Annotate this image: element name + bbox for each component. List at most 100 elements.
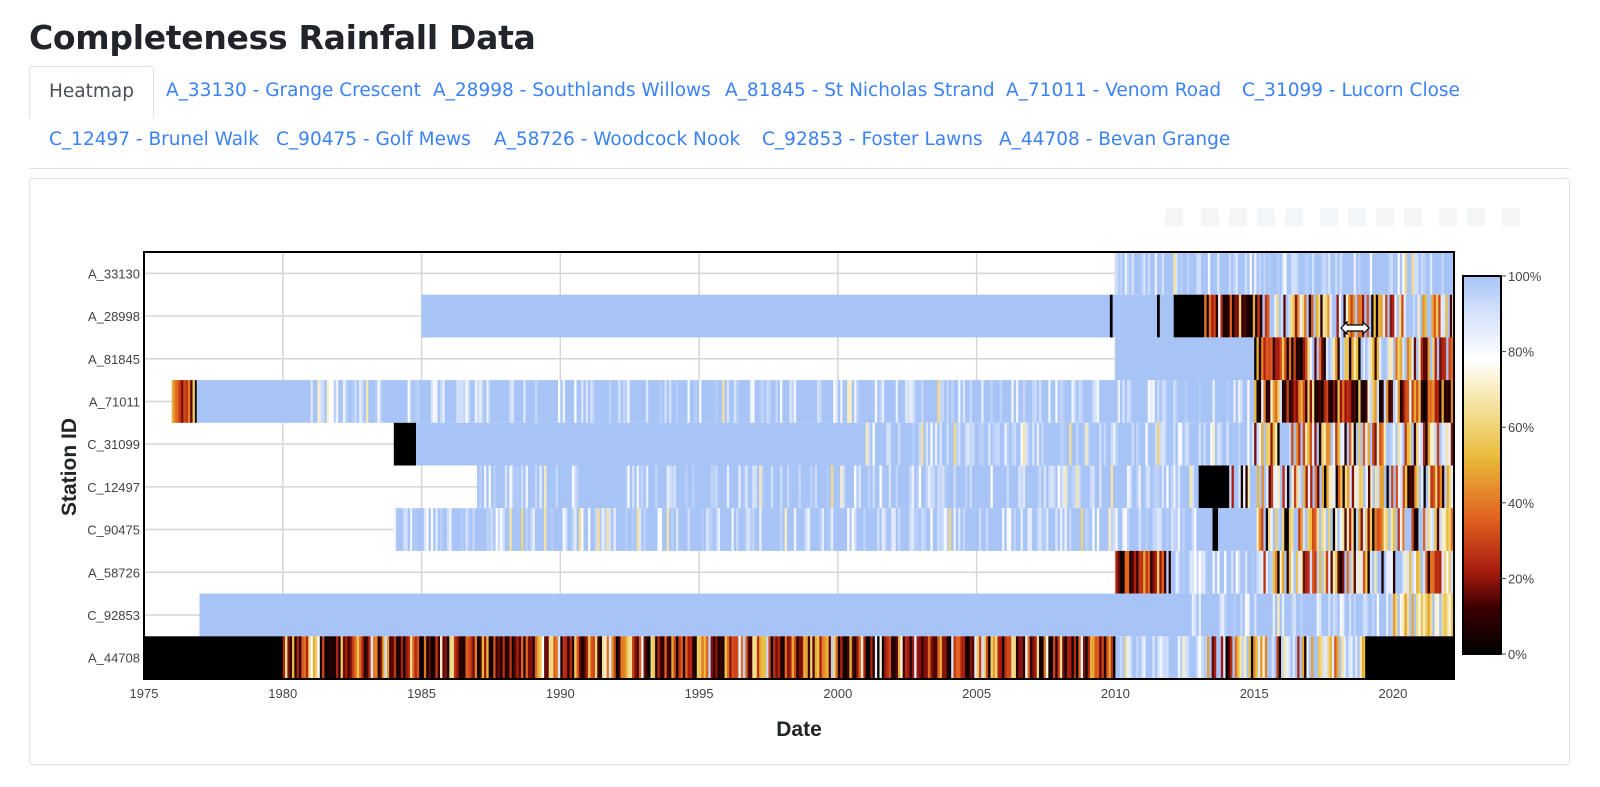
heatmap-cell [1321,508,1324,551]
tab-a-71011[interactable]: A_71011 - Venom Road [1006,80,1222,101]
heatmap-cell [1270,550,1274,594]
heatmap-cell [523,465,526,509]
heatmap-cell [1258,380,1262,423]
heatmap-cell [1369,380,1373,423]
heatmap-cell [1013,422,1017,466]
heatmap-cell [1085,380,1088,423]
heatmap-cell [851,380,855,423]
heatmap-cell [1299,636,1303,679]
heatmap-cell [1372,465,1376,509]
heatmap-cell [1198,380,1202,423]
heatmap-cell [541,508,545,551]
tab-c-92853[interactable]: C_92853 - Foster Lawns [762,129,983,150]
heatmap-cell [1233,593,1237,637]
heatmap-cell [1367,593,1371,637]
heatmap-cell [324,636,328,679]
heatmap-cell [1177,252,1181,295]
tab-a-58726[interactable]: A_58726 - Woodcock Nook [494,129,741,150]
heatmap-cell [877,422,880,466]
heatmap-cell [669,380,672,423]
heatmap-cell [144,636,284,679]
heatmap-cell [1441,422,1445,466]
heatmap-cell [1295,337,1299,381]
autoscale-icon[interactable] [1376,208,1394,226]
heatmap-cell [1140,252,1144,295]
heatmap-cell [490,380,494,423]
pan-icon[interactable] [1229,208,1247,226]
heatmap-cell [1196,593,1200,637]
spike-lines-icon[interactable] [1439,208,1457,226]
tab-c-12497[interactable]: C_12497 - Brunel Walk [49,129,259,150]
heatmap-cell [520,636,524,679]
heatmap-cell [1335,593,1338,637]
zoom-icon[interactable] [1201,208,1219,226]
tab-a-44708[interactable]: A_44708 - Bevan Grange [999,129,1231,150]
heatmap-cell [865,465,869,509]
heatmap-cell [301,636,304,679]
heatmap-cell [877,380,880,423]
heatmap-cell [1308,636,1312,679]
zoom-in-icon[interactable] [1320,208,1338,226]
tab-a-28998[interactable]: A_28998 - Southlands Willows [433,80,711,101]
box-select-icon[interactable] [1257,208,1275,226]
heatmap-cell [588,636,591,679]
heatmap-cell [597,465,600,509]
heatmap-cell [1423,337,1426,381]
heatmap-cell [1180,252,1183,295]
lasso-icon[interactable] [1285,208,1303,226]
heatmap-cell [1041,508,1045,551]
reset-axes-icon[interactable] [1404,208,1422,226]
heatmap-cell [775,636,779,679]
heatmap-cell [1018,465,1021,509]
heatmap-cell [967,636,971,679]
heatmap-cell [1204,294,1207,338]
heatmap-cell [1059,380,1063,423]
heatmap-cell [421,294,1111,338]
tab-c-90475[interactable]: C_90475 - Golf Mews [276,129,471,150]
heatmap-cell [1397,380,1401,423]
heatmap-cell [611,636,614,679]
heatmap-cell [759,636,762,679]
heatmap-cell [1015,422,1019,466]
heatmap-cell [907,465,910,509]
heatmap-cell [1293,380,1297,423]
tab-a-81845[interactable]: A_81845 - St Nicholas Strand [725,80,995,101]
y-tick-labels: A_33130A_28998A_81845A_71011C_31099C_124… [87,266,140,665]
heatmap-cell [835,508,839,551]
heatmap-cell [1196,550,1200,594]
heatmap-cell [527,636,531,679]
tab-a-33130[interactable]: A_33130 - Grange Crescent [166,80,421,101]
heatmap-cell [412,636,415,679]
heatmap-cell [1439,337,1442,381]
heatmap-cell [1402,252,1405,295]
hover-closest-icon[interactable] [1467,208,1485,226]
heatmap-cell [1050,508,1054,551]
heatmap-cell [585,465,589,509]
heatmap-cell [789,636,792,679]
heatmap-cell [1450,252,1454,295]
plotly-logo-icon[interactable] [1502,208,1520,226]
heatmap-cell [1173,380,1176,423]
heatmap-cell [1163,380,1167,423]
heatmap-cell [1161,465,1165,509]
tab-c-31099[interactable]: C_31099 - Lucorn Close [1242,80,1460,101]
heatmap-cell [881,422,885,466]
heatmap-cell [918,465,922,509]
heatmap-cell [1015,465,1019,509]
heatmap-cell [1269,636,1273,679]
zoom-out-icon[interactable] [1348,208,1366,226]
heatmap-cell [1409,380,1412,423]
tab-heatmap[interactable]: Heatmap [29,66,154,118]
heatmap-cell [1129,550,1132,594]
heatmap-cell [1434,380,1438,423]
heatmap-cell [1314,550,1317,594]
heatmap-cell [1351,422,1354,466]
heatmap-cell [1376,252,1380,295]
camera-icon[interactable] [1165,208,1183,226]
heatmap-cell [687,508,691,551]
heatmap-cell [1163,508,1167,551]
heatmap-cell [171,380,175,423]
heatmap-cell [810,508,813,551]
heatmap-cell [879,380,883,423]
